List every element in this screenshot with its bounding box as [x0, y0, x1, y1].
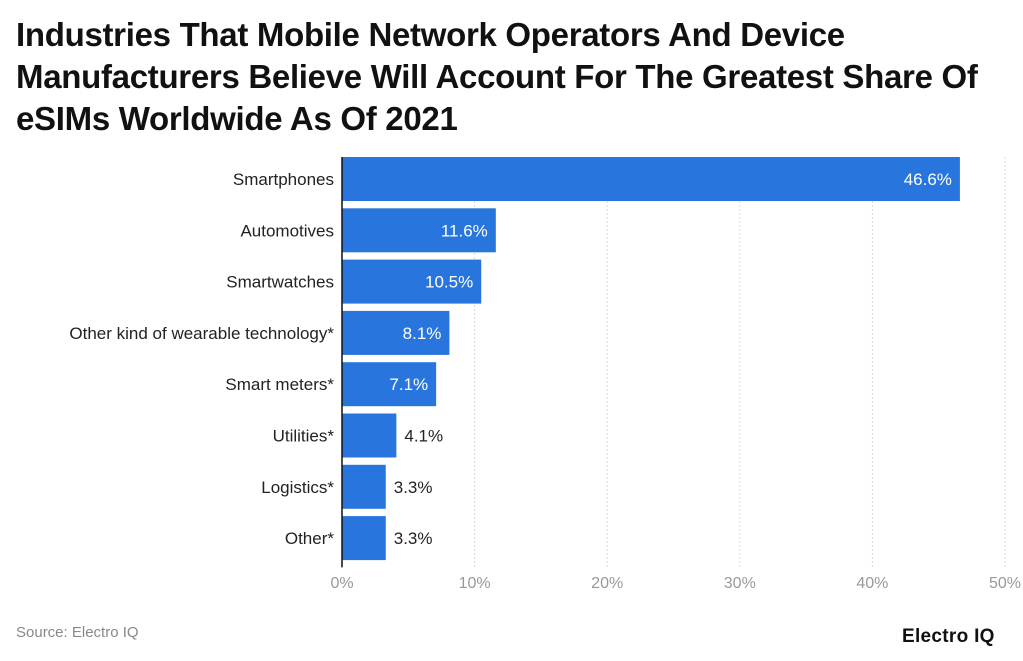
data-label: 3.3% — [394, 529, 433, 548]
bar — [342, 413, 397, 458]
bar — [342, 464, 386, 509]
bar — [342, 516, 386, 561]
chart-title: Industries That Mobile Network Operators… — [16, 16, 978, 137]
bar — [342, 362, 437, 407]
bar — [342, 310, 450, 355]
data-label: 8.1% — [403, 324, 442, 343]
category-label: Smartphones — [233, 170, 334, 189]
category-label: Other* — [285, 529, 335, 548]
category-label: Utilities* — [273, 427, 335, 446]
bar — [342, 157, 960, 201]
bar — [342, 208, 496, 253]
x-tick-label: 40% — [856, 575, 888, 592]
data-label: 10.5% — [425, 273, 473, 292]
bar — [342, 259, 482, 304]
x-tick-label: 0% — [330, 575, 353, 592]
data-label: 3.3% — [394, 478, 433, 497]
data-label: 7.1% — [389, 375, 428, 394]
source-note: Source: Electro IQ — [16, 624, 139, 641]
electro-iq-logo: Electro IQ — [902, 626, 995, 647]
category-label: Smart meters* — [225, 375, 334, 394]
category-label: Automotives — [240, 221, 334, 240]
data-label: 4.1% — [404, 427, 443, 446]
x-tick-label: 20% — [591, 575, 623, 592]
data-label: 46.6% — [904, 170, 952, 189]
data-label: 11.6% — [441, 221, 488, 240]
category-label: Other kind of wearable technology* — [69, 324, 334, 343]
x-tick-label: 50% — [989, 575, 1021, 592]
category-label: Smartwatches — [226, 273, 334, 292]
x-tick-label: 10% — [459, 575, 491, 592]
x-tick-label: 30% — [724, 575, 756, 592]
category-label: Logistics* — [261, 478, 334, 497]
